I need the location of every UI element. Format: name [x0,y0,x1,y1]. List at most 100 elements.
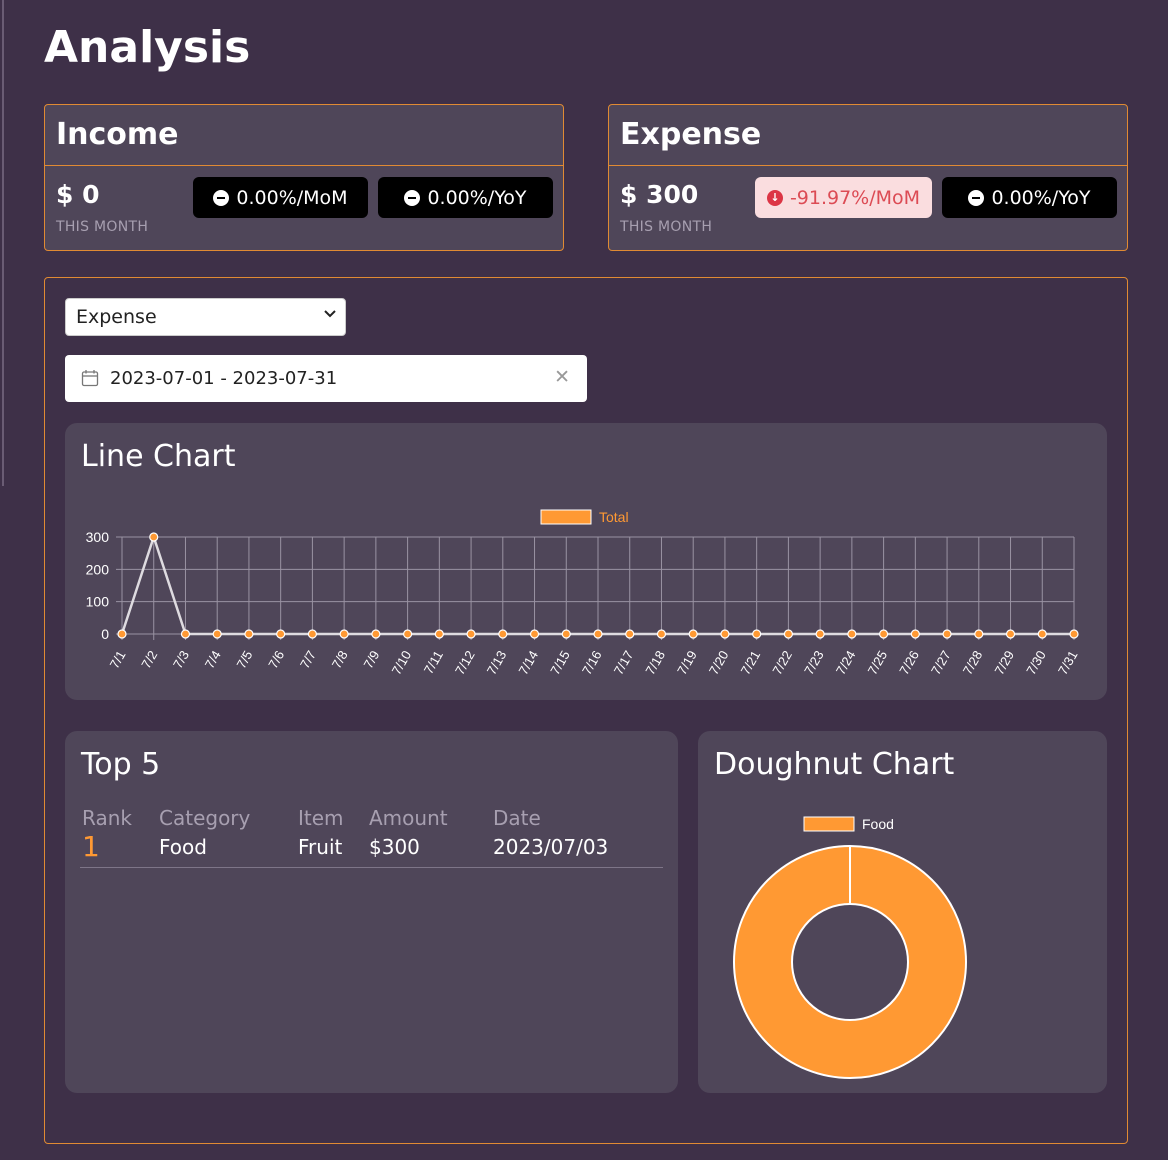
income-card: Income $ 0 THIS MONTH 0.00%/MoM 0.00%/Yo… [44,104,564,251]
data-point [562,630,570,638]
data-point [245,630,253,638]
close-icon[interactable]: ✕ [554,366,570,388]
x-tick-label: 7/12 [452,648,478,677]
data-point [689,630,697,638]
x-tick-label: 7/19 [674,648,700,677]
x-tick-label: 7/20 [706,648,732,677]
x-tick-label: 7/22 [769,648,795,677]
x-tick-label: 7/14 [515,648,541,677]
expense-yoy-badge: 0.00%/YoY [942,177,1117,218]
col-header-category: Category [157,805,296,831]
y-tick-label: 200 [86,561,110,577]
top5-table: Rank Category Item Amount Date 1 Food Fr… [80,805,663,868]
x-tick-label: 7/6 [265,648,287,671]
expense-card: Expense $ 300 THIS MONTH ↓ -91.97%/MoM 0… [608,104,1128,251]
y-tick-label: 300 [86,529,110,545]
data-point [118,630,126,638]
x-tick-label: 7/2 [138,648,160,671]
row-date: 2023/07/03 [491,831,663,868]
income-mom-badge: 0.00%/MoM [193,177,368,218]
data-point [467,630,475,638]
legend-label: Total [599,509,629,525]
page-title: Analysis [44,22,250,73]
x-tick-label: 7/31 [1055,648,1081,677]
chart-legend: Food [804,816,894,832]
data-point [816,630,824,638]
line-chart-card: Line Chart Total 0 100 200 300 7/1 7/2 7/3 7/4 7/… [65,423,1107,700]
table-row: 1 Food Fruit $300 2023/07/03 [80,831,663,868]
x-tick-label: 7/25 [865,648,891,677]
left-edge-divider [0,0,4,486]
expense-yoy-value: 0.00%/YoY [991,187,1090,209]
x-tick-label: 7/1 [107,648,129,671]
data-point [1070,630,1078,638]
top5-card: Top 5 Rank Category Item Amount Date 1 F… [65,731,678,1093]
doughnut-chart-card: Doughnut Chart Food [698,731,1107,1093]
x-tick-label: 7/15 [547,648,573,677]
data-point [1007,630,1015,638]
x-tick-label: 7/10 [389,648,415,677]
x-tick-label: 7/23 [801,648,827,677]
x-tick-label: 7/29 [991,648,1017,677]
expense-period-label: THIS MONTH [620,219,1116,235]
legend-label: Food [862,816,894,832]
x-tick-label: 7/16 [579,648,605,677]
data-point [594,630,602,638]
x-tick-label: 7/13 [484,648,510,677]
line-chart: Total 0 100 200 300 7/1 7/2 7/3 7/4 7/5 7/6 7/7 7/8 7… [65,423,1107,700]
data-point [880,630,888,638]
neutral-dash-icon [968,190,984,206]
data-point [975,630,983,638]
data-point [181,630,189,638]
data-point [404,630,412,638]
calendar-icon [81,369,99,387]
data-point [784,630,792,638]
data-point [1038,630,1046,638]
row-amount: $300 [367,831,491,868]
income-yoy-badge: 0.00%/YoY [378,177,553,218]
type-select[interactable]: Expense [65,298,346,336]
row-rank: 1 [80,831,157,868]
top5-title: Top 5 [81,747,160,782]
data-point [150,533,158,541]
type-select-value: Expense [76,306,157,328]
data-point [308,630,316,638]
legend-swatch-food [804,817,854,831]
x-tick-label: 7/18 [642,648,668,677]
col-header-item: Item [296,805,367,831]
date-range-picker[interactable]: 2023-07-01 - 2023-07-31 ✕ [65,355,587,402]
income-yoy-value: 0.00%/YoY [427,187,526,209]
expense-mom-value: -91.97%/MoM [790,187,920,209]
x-tick-label: 7/5 [234,648,256,671]
data-point [848,630,856,638]
data-point [213,630,221,638]
y-tick-label: 0 [101,626,109,642]
x-tick-label: 7/9 [360,648,382,671]
date-range-value: 2023-07-01 - 2023-07-31 [110,368,337,389]
income-period-label: THIS MONTH [56,219,552,235]
x-tick-label: 7/21 [738,648,764,677]
x-tick-label: 7/4 [202,648,224,671]
data-point [277,630,285,638]
data-point [626,630,634,638]
income-card-title: Income [45,105,563,166]
doughnut-chart: Food [698,731,1107,1093]
analysis-panel: Expense 2023-07-01 - 2023-07-31 ✕ Line C… [44,277,1128,1144]
row-category: Food [157,831,296,868]
data-point [499,630,507,638]
col-header-date: Date [491,805,663,831]
x-tick-label: 7/17 [611,648,637,677]
x-tick-label: 7/24 [833,648,859,677]
expense-mom-badge: ↓ -91.97%/MoM [755,177,932,218]
data-point [657,630,665,638]
x-tick-label: 7/30 [1023,648,1049,677]
x-tick-label: 7/11 [421,648,446,677]
x-tick-label: 7/3 [170,648,192,671]
x-tick-label: 7/28 [960,648,986,677]
legend-swatch-total [541,510,591,524]
col-header-rank: Rank [80,805,157,831]
col-header-amount: Amount [367,805,491,831]
x-tick-label: 7/8 [329,648,351,671]
x-tick-label: 7/27 [928,648,954,677]
data-point [340,630,348,638]
